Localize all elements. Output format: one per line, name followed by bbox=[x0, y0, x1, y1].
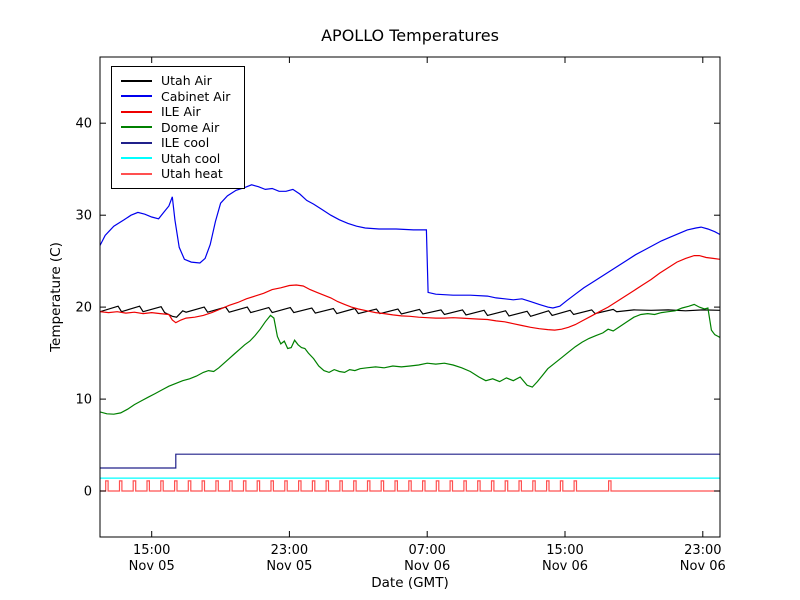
legend-label-ile-air: ILE Air bbox=[161, 104, 201, 120]
series-ile-cool bbox=[100, 453, 720, 469]
x-tick-label-time: 15:00 bbox=[546, 543, 583, 558]
legend-label-dome-air: Dome Air bbox=[161, 119, 220, 135]
legend-label-ile-cool: ILE cool bbox=[161, 135, 210, 151]
legend-swatch-utah-cool bbox=[121, 157, 152, 160]
series-dome-air bbox=[100, 303, 720, 415]
x-axis-label: Date (GMT) bbox=[371, 575, 449, 591]
legend-swatch-utah-heat bbox=[121, 172, 152, 175]
y-tick-label: 10 bbox=[75, 393, 92, 408]
legend-item-dome-air: Dome Air bbox=[121, 120, 230, 136]
legend-item-utah-cool: Utah cool bbox=[121, 151, 230, 167]
legend-swatch-ile-air bbox=[121, 110, 152, 113]
x-tick-label-time: 15:00 bbox=[133, 543, 170, 558]
legend-swatch-dome-air bbox=[121, 126, 152, 129]
legend-item-ile-cool: ILE cool bbox=[121, 135, 230, 151]
legend-item-cabinet-air: Cabinet Air bbox=[121, 89, 230, 105]
x-tick-label-date: Nov 06 bbox=[680, 559, 726, 574]
legend-item-ile-air: ILE Air bbox=[121, 104, 230, 120]
x-tick-label-time: 23:00 bbox=[271, 543, 308, 558]
x-tick-label-time: 23:00 bbox=[684, 543, 721, 558]
axes-frame bbox=[99, 56, 721, 538]
series-utah-heat bbox=[100, 480, 720, 492]
y-axis-label: Temperature (C) bbox=[48, 242, 64, 352]
series-group bbox=[100, 184, 720, 492]
y-tick-label: 20 bbox=[75, 301, 92, 316]
legend-label-utah-heat: Utah heat bbox=[161, 166, 223, 182]
legend-label-utah-cool: Utah cool bbox=[161, 150, 221, 166]
legend: Utah Air Cabinet Air ILE Air Dome Air ILE co… bbox=[111, 66, 246, 189]
y-tick-label: 0 bbox=[84, 485, 92, 500]
y-tick-label: 30 bbox=[75, 209, 92, 224]
x-tick-label-date: Nov 06 bbox=[404, 559, 450, 574]
legend-swatch-cabinet-air bbox=[121, 95, 152, 98]
legend-label-utah-air: Utah Air bbox=[161, 73, 212, 89]
series-cabinet-air bbox=[100, 184, 720, 309]
legend-label-cabinet-air: Cabinet Air bbox=[161, 88, 231, 104]
x-tick-label-time: 07:00 bbox=[408, 543, 445, 558]
series-ile-air bbox=[100, 255, 720, 331]
x-tick-label-date: Nov 05 bbox=[129, 559, 175, 574]
legend-swatch-ile-cool bbox=[121, 141, 152, 144]
x-tick-label-date: Nov 06 bbox=[542, 559, 588, 574]
legend-item-utah-heat: Utah heat bbox=[121, 166, 230, 182]
legend-item-utah-air: Utah Air bbox=[121, 73, 230, 89]
x-tick-label-date: Nov 05 bbox=[266, 559, 312, 574]
legend-swatch-utah-air bbox=[121, 79, 152, 82]
y-tick-label: 40 bbox=[75, 117, 92, 132]
chart-title: APOLLO Temperatures bbox=[321, 26, 499, 45]
